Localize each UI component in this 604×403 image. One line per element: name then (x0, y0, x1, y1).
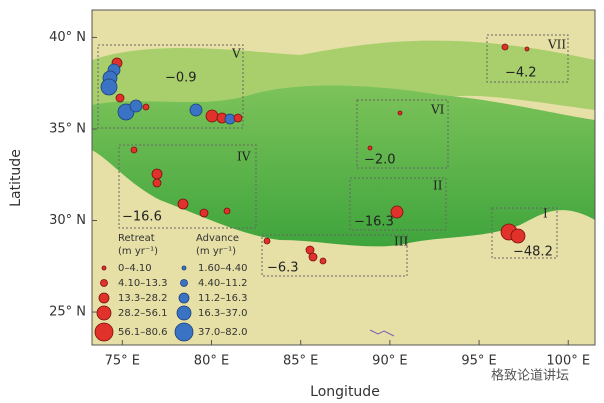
region-label: I (543, 207, 548, 221)
region-label: VI (430, 103, 445, 117)
retreat-point (263, 237, 271, 245)
region-value: −16.6 (122, 210, 162, 225)
retreat-point (397, 110, 403, 116)
map-frame (91, 9, 596, 346)
advance-point (189, 103, 203, 117)
legend-entry: 0–4.10 (118, 263, 152, 274)
river (369, 329, 395, 337)
x-tick-label: 95° E (461, 354, 496, 369)
legend-unit: (m yr⁻¹) (118, 246, 158, 257)
legend-swatch (98, 292, 110, 304)
legend-swatch (94, 322, 114, 342)
retreat-point (308, 252, 318, 262)
retreat-point (233, 113, 243, 123)
region-box (118, 144, 257, 229)
retreat-point (130, 146, 138, 154)
region-labels: V −0.9 VII −4.2 VI −2.0 II −16.3 IV −16.… (122, 38, 566, 276)
retreat-point (152, 178, 162, 188)
retreat-point (205, 109, 219, 123)
region-value: −48.2 (513, 245, 553, 260)
legend-unit: (m yr⁻¹) (196, 246, 236, 257)
legend: Retreat (m yr⁻¹) Advance (m yr⁻¹) 0–4.10… (94, 233, 248, 342)
retreat-point (319, 257, 327, 265)
x-tick-label: 80° E (194, 354, 229, 369)
legend-swatch (181, 265, 187, 271)
region-box (486, 34, 569, 83)
region-box (491, 207, 558, 259)
region-box (356, 99, 449, 169)
region-label: II (433, 179, 443, 193)
region-value: −16.3 (354, 215, 394, 230)
legend-entry: 13.3–28.2 (118, 293, 168, 304)
legend-entry: 16.3–37.0 (198, 308, 248, 319)
region-label: VII (547, 38, 566, 52)
plateau (92, 85, 595, 247)
x-tick-label: 75° E (105, 354, 140, 369)
advance-point (129, 99, 143, 113)
legend-entry: 1.60–4.40 (198, 263, 248, 274)
legend-entry: 37.0–82.0 (198, 327, 248, 338)
region-value: −4.2 (505, 66, 537, 81)
region-label: V (231, 47, 241, 61)
legend-swatch (180, 279, 188, 287)
y-tick-label: 35° N (49, 121, 86, 136)
legend-title: Advance (196, 233, 239, 244)
region-label: IV (237, 150, 251, 164)
region-value: −2.0 (364, 153, 396, 168)
legend-entry: 28.2–56.1 (118, 308, 168, 319)
retreat-point (115, 93, 125, 103)
retreat-point (177, 198, 189, 210)
y-tick-label: 25° N (49, 305, 86, 320)
advance-point (100, 78, 118, 96)
retreat-point (199, 208, 209, 218)
legend-swatch (96, 305, 112, 321)
legend-swatch (100, 279, 108, 287)
region-box (261, 234, 408, 277)
legend-entry: 4.40–11.2 (198, 278, 248, 289)
watermark: 格致论道讲坛 (491, 368, 569, 384)
retreat-point (524, 46, 530, 52)
glacier-points (100, 43, 530, 265)
retreat-point (151, 168, 163, 180)
legend-entry: 56.1–80.6 (118, 327, 168, 338)
retreat-point (510, 228, 526, 244)
legend-swatch (178, 292, 190, 304)
region-boxes (97, 34, 569, 277)
retreat-point (390, 205, 404, 219)
region-label: III (394, 235, 408, 249)
region-box (349, 177, 447, 231)
y-axis-label: Latitude (8, 149, 24, 207)
legend-swatch (176, 305, 192, 321)
legend-entry: 11.2–16.3 (198, 293, 248, 304)
y-tick-label: 40° N (49, 30, 86, 45)
retreat-point (223, 207, 231, 215)
region-value: −6.3 (267, 261, 299, 276)
advance-point (224, 113, 236, 125)
y-tick-label: 30° N (49, 213, 86, 228)
legend-title: Retreat (118, 233, 155, 244)
x-tick-label: 85° E (283, 354, 318, 369)
legend-swatch (101, 265, 107, 271)
x-axis-label: Longitude (310, 384, 380, 400)
legend-entry: 4.10–13.3 (118, 278, 168, 289)
region-box (97, 44, 244, 129)
retreat-point (142, 103, 150, 111)
retreat-point (367, 145, 373, 151)
region-value: −0.9 (165, 71, 197, 86)
legend-swatch (174, 322, 194, 342)
x-tick-label: 90° E (372, 354, 407, 369)
x-tick-label: 100° E (546, 354, 590, 369)
retreat-point (501, 43, 509, 51)
